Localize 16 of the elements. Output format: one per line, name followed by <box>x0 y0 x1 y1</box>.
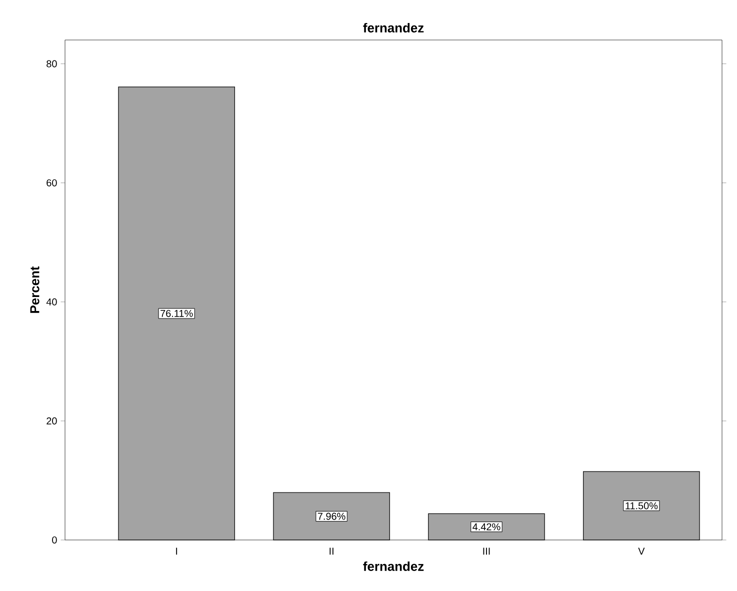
y-tick-label: 0 <box>52 536 57 544</box>
y-tick-label: 40 <box>46 298 57 306</box>
data-label: 11.50% <box>626 502 658 510</box>
x-tick-label: II <box>330 548 334 555</box>
y-tick-label: 80 <box>46 60 57 68</box>
y-axis-title: Percent <box>30 266 40 313</box>
chart-title: fernandez <box>363 22 424 32</box>
x-axis-title: fernandez <box>363 561 424 571</box>
y-tick-label: 60 <box>46 179 57 186</box>
x-tick-label: V <box>638 548 645 555</box>
data-label: 76.11% <box>160 310 193 317</box>
data-label: 4.42% <box>472 523 500 530</box>
x-tick-label: I <box>176 548 178 555</box>
x-tick-label: III <box>483 548 490 555</box>
y-tick-label: 20 <box>46 417 57 424</box>
data-label: 7.96% <box>318 512 346 520</box>
